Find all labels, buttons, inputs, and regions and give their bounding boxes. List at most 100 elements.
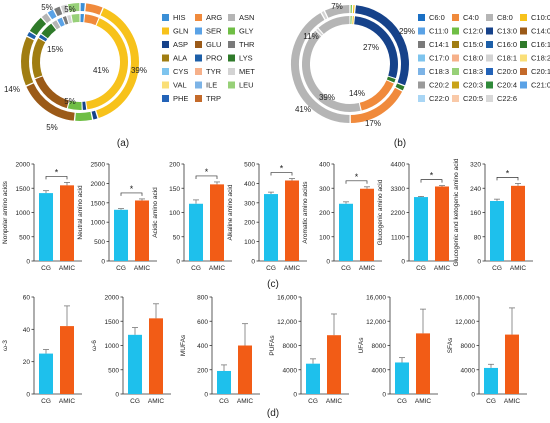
y-tick-label: 0 bbox=[26, 392, 30, 399]
x-tick-label: CG bbox=[416, 265, 426, 272]
x-tick-label: CG bbox=[397, 398, 407, 405]
legend-swatch bbox=[520, 14, 527, 21]
legend-label: C20:1 bbox=[531, 67, 550, 76]
legend-label: HIS bbox=[173, 13, 186, 22]
y-tick-label: 1500 bbox=[105, 319, 120, 326]
donut-outer-slice bbox=[355, 5, 409, 86]
y-tick-label: 4000 bbox=[372, 367, 387, 374]
bar-panel: 0 100 200 300 400 500 Alkaline amino acid CG AMI… bbox=[227, 162, 307, 272]
legend-label: TRP bbox=[206, 94, 221, 103]
y-axis-label: Neutral amino acid bbox=[77, 185, 84, 240]
legend-label: PHE bbox=[173, 94, 188, 103]
x-tick-label: CG bbox=[486, 398, 496, 405]
slice-percent-label: 17% bbox=[365, 119, 381, 128]
slice-percent-label: 27% bbox=[363, 43, 379, 52]
legend-label: C18:3 bbox=[463, 67, 483, 76]
y-tick-label: 50 bbox=[173, 234, 181, 241]
y-tick-label: 100 bbox=[244, 239, 255, 246]
amino-acid-legend: HIS ARG ASN GLN SER GLY ASP GLU THR ALA PRO LYS CYS T… bbox=[162, 13, 255, 103]
legend-swatch bbox=[162, 54, 169, 62]
legend-swatch bbox=[452, 68, 459, 75]
y-tick-label: 0 bbox=[293, 392, 297, 399]
legend-label: GLY bbox=[239, 27, 253, 36]
bar bbox=[414, 197, 428, 261]
legend-swatch bbox=[520, 81, 527, 89]
donut-outer-slice bbox=[91, 110, 98, 120]
bar bbox=[306, 363, 320, 394]
legend-swatch bbox=[195, 95, 202, 102]
bar bbox=[60, 326, 74, 394]
y-tick-label: 8000 bbox=[461, 343, 476, 350]
bar-panel: 0 4000 8000 12,000 16,000 UFAs CG AMIC bbox=[358, 295, 438, 405]
bar bbox=[395, 362, 409, 394]
y-tick-label: 2200 bbox=[391, 210, 406, 217]
legend-label: THR bbox=[239, 40, 255, 49]
donut-outer-slice bbox=[350, 87, 403, 123]
fatty-acid-legend: C6:0 C4:0 C8:0 C10:0 C11:0 C12:0 C13:0 C14:0 C14… bbox=[418, 13, 550, 103]
bar-panel: 0 500 1000 1500 2000 2500 Neutral amino acid CG… bbox=[77, 162, 157, 272]
bar bbox=[189, 203, 203, 261]
legend-label: C13:0 bbox=[497, 27, 517, 36]
y-tick-label: 1500 bbox=[91, 200, 106, 207]
y-tick-label: 3300 bbox=[391, 186, 406, 193]
legend-swatch bbox=[486, 41, 493, 48]
y-tick-label: 4000 bbox=[283, 367, 298, 374]
y-tick-label: 4000 bbox=[461, 367, 476, 374]
bar bbox=[435, 186, 449, 261]
x-tick-label: CG bbox=[492, 265, 502, 272]
legend-label: PRO bbox=[206, 54, 222, 63]
y-axis-label: Nonpolar amino acids bbox=[2, 180, 9, 244]
legend-swatch bbox=[418, 54, 425, 62]
bar-panel: 0 500 1000 1500 2000 Nonpolar amino acids CG AM… bbox=[2, 162, 82, 272]
donut-inner-slice bbox=[41, 23, 57, 39]
significance-star: * bbox=[130, 184, 134, 194]
y-tick-label: 12,000 bbox=[277, 319, 297, 326]
y-axis-label: Glucogenic amino acid bbox=[377, 179, 384, 245]
legend-label: C18:2 bbox=[531, 54, 550, 63]
donut-inner-slice bbox=[57, 17, 65, 27]
bar-panel: 0 1100 2200 3300 4400 Glucogenic amino acid CG… bbox=[377, 162, 457, 272]
y-tick-label: 300 bbox=[319, 186, 330, 193]
donut-inner-slice bbox=[386, 76, 396, 83]
x-tick-label: AMIC bbox=[326, 398, 343, 405]
legend-swatch bbox=[486, 14, 493, 21]
y-axis-label: ω-6 bbox=[91, 340, 98, 351]
y-tick-label: 1100 bbox=[391, 234, 405, 241]
x-tick-label: CG bbox=[266, 265, 276, 272]
y-tick-label: 320 bbox=[470, 162, 481, 169]
legend-swatch bbox=[520, 54, 527, 62]
legend-label: SER bbox=[206, 27, 222, 36]
legend-label: CYS bbox=[173, 67, 188, 76]
y-tick-label: 100 bbox=[169, 210, 180, 217]
fatty-acid-donut-chart: 7% 29% 27% 11% 14% 17% 39% 41% bbox=[291, 2, 415, 128]
donut-inner-slice bbox=[316, 28, 324, 36]
significance-bracket bbox=[496, 177, 519, 181]
slice-percent-label: 7% bbox=[331, 2, 343, 11]
legend-label: C20:3 bbox=[463, 81, 483, 90]
legend-label: C12:0 bbox=[463, 27, 483, 36]
x-tick-label: AMIC bbox=[510, 265, 527, 272]
legend-swatch bbox=[452, 41, 459, 48]
legend-label: C20:0 bbox=[497, 67, 517, 76]
y-tick-label: 240 bbox=[470, 186, 481, 193]
slice-percent-label: 5% bbox=[41, 3, 53, 12]
y-tick-label: 0 bbox=[26, 259, 30, 266]
donut-outer-slice bbox=[60, 4, 69, 14]
donut-inner-slice bbox=[62, 16, 69, 25]
legend-label: LYS bbox=[239, 54, 253, 63]
legend-swatch bbox=[418, 27, 425, 35]
significance-bracket bbox=[345, 180, 368, 184]
legend-label: GLN bbox=[173, 27, 188, 36]
legend-label: ILE bbox=[206, 81, 217, 90]
donut-outer-slice bbox=[85, 3, 103, 15]
x-tick-label: AMIC bbox=[415, 398, 432, 405]
y-tick-label: 2000 bbox=[91, 181, 106, 188]
y-tick-label: 8000 bbox=[283, 343, 298, 350]
donut-outer-slice bbox=[325, 5, 350, 18]
donut-outer-slice bbox=[26, 83, 75, 121]
legend-swatch bbox=[195, 68, 202, 75]
y-tick-label: 16,000 bbox=[455, 295, 475, 302]
y-tick-label: 400 bbox=[244, 181, 255, 188]
legend-swatch bbox=[452, 54, 459, 62]
